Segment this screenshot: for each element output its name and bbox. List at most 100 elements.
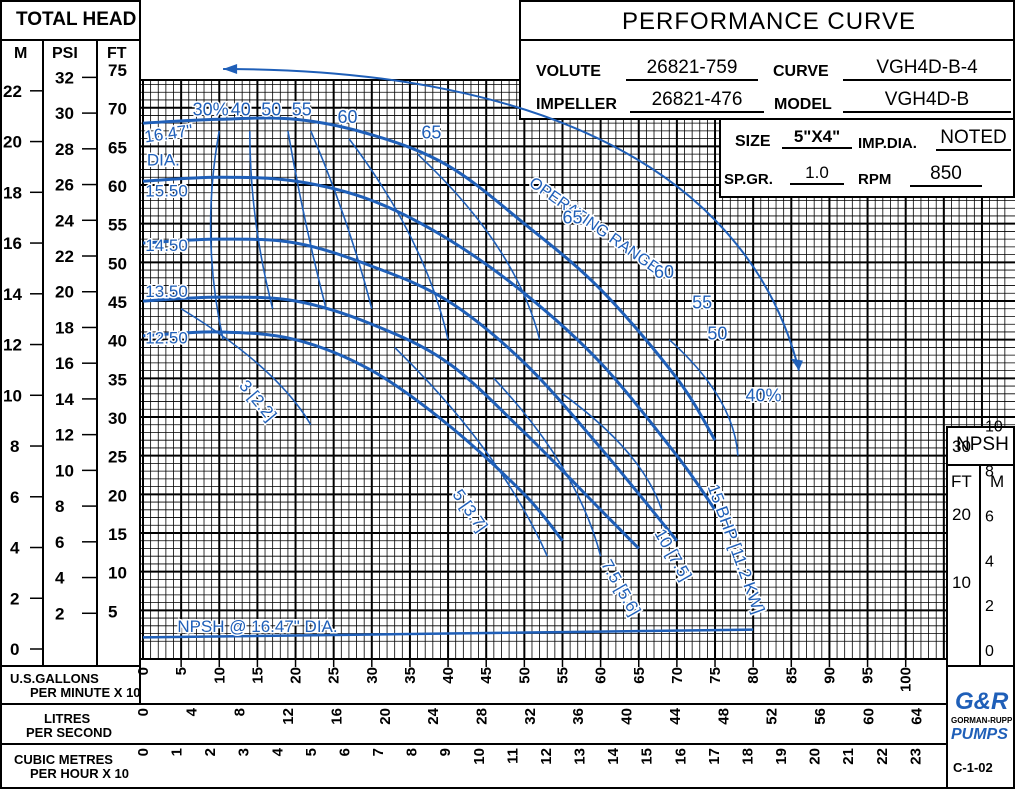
efficiency-label: 40 [231,99,251,119]
psi-tick-label: 14 [55,390,74,409]
cmh-tick-label: 1 [169,748,186,756]
bhp-line [180,308,312,426]
ft-tick-label: 65 [108,138,127,157]
lps-tick-label: 12 [280,708,297,725]
head-curve-2 [142,175,717,511]
m-tick-label: 22 [3,82,22,101]
npsh-ft-tick-label: 20 [952,505,971,524]
efficiency-label: 65 [421,123,441,143]
m-scale-column [0,39,44,667]
ft-tick-label: 60 [108,177,127,196]
lps-tick-label: 28 [473,708,490,725]
dia-label-dia: DIA. [147,151,180,170]
cmh-tick-label: 9 [437,748,454,756]
footer-logo-box [946,665,1015,789]
gpm-tick-label: 0 [135,667,152,675]
psi-tick-label: 24 [55,211,74,230]
impdia-value: NOTED [936,127,1011,151]
chart-annotations: 16.47"DIA.15.5014.5013.5012.50OPERATING … [142,98,783,638]
gpm-tick-label: 5 [173,667,190,675]
model-value: VGH4D-B [843,89,1011,113]
cmh-tick-label: 8 [404,748,421,756]
chart-curves [142,64,803,639]
gpm-axis-label-1: U.S.GALLONS [10,671,99,686]
efficiency-label: 55 [292,99,312,119]
npsh-m-tick-label: 4 [985,553,994,570]
ft-tick-label: 15 [108,525,127,544]
m-tick-label: 0 [10,640,19,659]
psi-tick-label: 30 [55,104,74,123]
m-tick-label: 2 [10,589,19,608]
gpm-tick-label: 40 [440,667,457,684]
gpm-axis-label-2: PER MINUTE X 10 [30,685,141,700]
cmh-tick-label: 10 [471,748,488,765]
gpm-tick-label: 95 [860,667,877,684]
psi-column-label: PSI [52,45,78,62]
impeller-label: IMPELLER [536,96,617,113]
gpm-tick-label: 25 [326,667,343,684]
npsh-ft-tick-label: 10 [952,573,971,592]
m-tick-label: 18 [3,183,22,202]
bhp-line [668,339,739,456]
npsh-col-divider [979,464,981,669]
m-tick-label: 10 [3,386,22,405]
efficiency-label: 40% [746,386,782,406]
chart-ticks: 5101520253035404550556065707524681012141… [3,61,1003,765]
ft-tick-label: 75 [108,61,127,80]
model-label: MODEL [774,96,832,113]
psi-tick-label: 10 [55,461,74,480]
lps-tick-label: 60 [860,708,877,725]
lps-tick-label: 20 [377,708,394,725]
m-tick-label: 20 [3,133,22,152]
efficiency-label: 65 [562,208,582,228]
npsh-m-tick-label: 0 [985,643,994,660]
lps-tick-label: 56 [812,708,829,725]
cmh-tick-label: 16 [672,748,689,765]
psi-tick-label: 12 [55,426,74,445]
psi-tick-label: 32 [55,68,74,87]
dia-label-1550: 15.50 [145,182,188,201]
chart-title: PERFORMANCE CURVE [622,8,916,35]
npsh-m-label: M [990,472,1005,491]
total-head-header: TOTAL HEAD [0,0,141,41]
m-tick-label: 14 [3,285,22,304]
curve-value: VGH4D-B-4 [843,57,1011,81]
cmh-tick-label: 17 [706,748,723,765]
gpm-tick-label: 55 [554,667,571,684]
gpm-tick-label: 45 [478,667,495,684]
bhp-label: 10 [7.5] [651,526,696,585]
psi-tick-label: 8 [55,497,64,516]
cmh-tick-label: 12 [538,748,555,765]
lps-tick-label: 36 [570,708,587,725]
npsh-m-tick-label: 6 [985,508,994,525]
cmh-tick-label: 0 [135,748,152,756]
volute-label: VOLUTE [536,63,601,80]
dia-label-1250: 12.50 [145,329,188,348]
m-tick-label: 8 [10,437,19,456]
cmh-tick-label: 6 [336,748,353,756]
npsh-ft-tick-label: 30 [952,437,971,456]
cmh-tick-label: 11 [504,748,521,764]
efficiency-label: 30% [193,99,229,119]
ft-tick-label: 55 [108,216,127,235]
gpm-tick-label: 50 [516,667,533,684]
efficiency-label: 50 [707,324,727,344]
bhp-line [493,377,602,557]
cmh-tick-label: 14 [605,747,622,764]
operating-range-arc [223,68,800,371]
ft-tick-label: 10 [108,564,127,583]
head-curve-3 [142,237,679,542]
cmh-tick-label: 2 [202,748,219,756]
gpm-tick-label: 60 [593,667,610,684]
cmh-tick-label: 23 [907,748,924,765]
cmh-tick-label: 4 [269,747,286,756]
npsh-ft-label: FT [951,472,972,491]
impeller-value: 26821-476 [630,89,764,113]
m-tick-label: 6 [10,488,19,507]
psi-tick-label: 22 [55,247,74,266]
title-box: PERFORMANCE CURVE [519,0,1015,41]
dia-label-1450: 14.50 [145,236,188,255]
ft-tick-label: 50 [108,254,127,273]
lps-tick-label: 16 [328,708,345,725]
efficiency-line [417,153,541,340]
